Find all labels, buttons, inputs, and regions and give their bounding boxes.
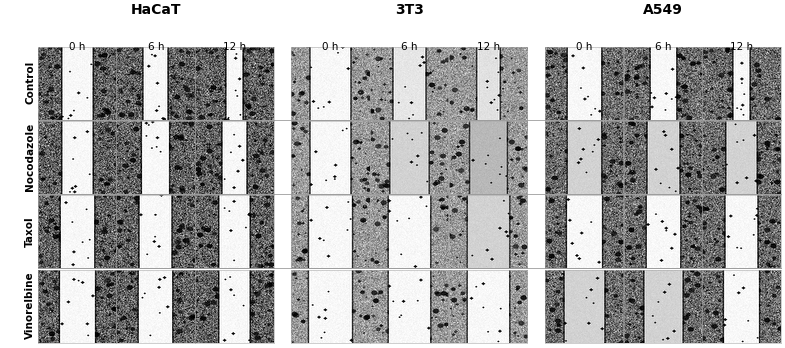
Text: Nocodazole: Nocodazole	[25, 123, 35, 191]
Text: 3T3: 3T3	[395, 3, 424, 17]
Text: 6 h: 6 h	[655, 42, 671, 52]
Text: HaCaT: HaCaT	[130, 3, 181, 17]
Text: 12 h: 12 h	[730, 42, 754, 52]
Text: 0 h: 0 h	[323, 42, 339, 52]
Text: Vinorelbine: Vinorelbine	[25, 272, 35, 339]
Text: 0 h: 0 h	[576, 42, 593, 52]
Text: 12 h: 12 h	[476, 42, 500, 52]
Text: Control: Control	[25, 61, 35, 104]
Text: 12 h: 12 h	[223, 42, 246, 52]
Text: A549: A549	[643, 3, 683, 17]
Text: 6 h: 6 h	[148, 42, 164, 52]
Text: Taxol: Taxol	[25, 216, 35, 246]
Text: 6 h: 6 h	[401, 42, 418, 52]
Text: 0 h: 0 h	[69, 42, 86, 52]
